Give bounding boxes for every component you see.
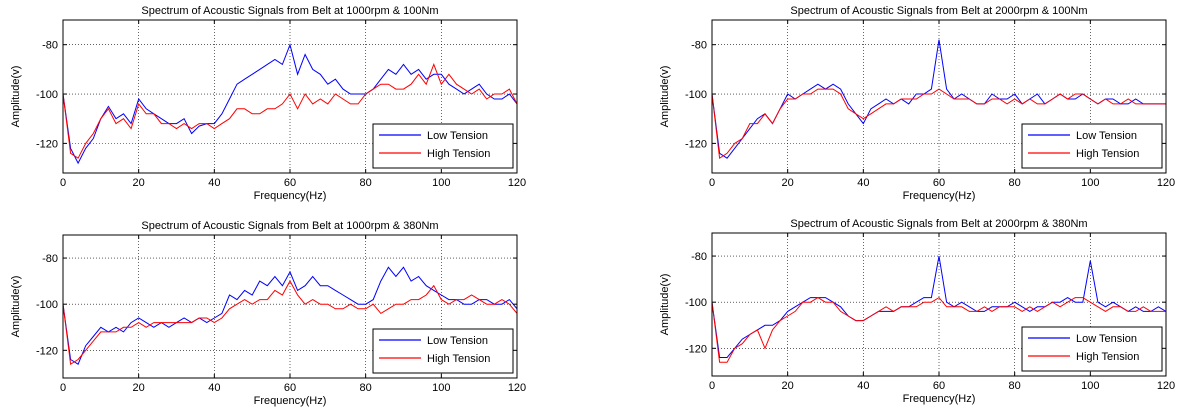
x-tick-label: 0 <box>60 382 66 394</box>
x-tick-label: 60 <box>284 382 296 394</box>
x-tick-label: 40 <box>857 177 869 189</box>
x-tick-label: 20 <box>133 177 145 189</box>
legend-label-high-tension: High Tension <box>427 353 490 365</box>
series-line-high-tension <box>712 296 1166 363</box>
x-tick-label: 0 <box>60 177 66 189</box>
legend: Low Tension High Tension <box>372 123 514 169</box>
x-tick-label: 80 <box>1009 380 1021 392</box>
y-tick-label: -80 <box>42 40 58 52</box>
x-tick-label: 100 <box>1081 380 1099 392</box>
y-axis-label: Amplitude(v) <box>10 66 22 128</box>
chart-title: Spectrum of Acoustic Signals from Belt a… <box>141 220 438 232</box>
x-tick-label: 100 <box>1081 177 1099 189</box>
y-tick-label: -80 <box>42 253 58 265</box>
x-axis-label: Frequency(Hz) <box>254 395 327 407</box>
x-tick-label: 80 <box>360 177 372 189</box>
legend-label-low-tension: Low Tension <box>427 130 488 142</box>
x-tick-label: 120 <box>508 177 526 189</box>
chart-panel-2: 0 20 40 60 80 100 120 -120 -100 -80 Spectrum of Ac… <box>659 5 1175 202</box>
chart-panel-1: 0 20 40 60 80 100 120 -120 -100 -80 Spectrum of Ac… <box>10 5 526 202</box>
legend-box <box>372 328 514 374</box>
x-tick-label: 60 <box>933 380 945 392</box>
x-tick-label: 20 <box>133 382 145 394</box>
y-tick-label: -120 <box>685 343 707 355</box>
chart-title: Spectrum of Acoustic Signals from Belt a… <box>141 5 438 17</box>
legend-label-high-tension: High Tension <box>1076 351 1139 363</box>
y-tick-label: -100 <box>685 297 707 309</box>
y-tick-label: -120 <box>685 138 707 150</box>
x-tick-label: 100 <box>432 382 450 394</box>
chart-panel-3: 0 20 40 60 80 100 120 -120 -100 -80 Spectrum of Ac… <box>10 220 526 407</box>
legend-label-low-tension: Low Tension <box>427 335 488 347</box>
y-axis-label: Amplitude(v) <box>659 66 671 128</box>
x-tick-label: 20 <box>782 177 794 189</box>
x-tick-label: 0 <box>709 380 715 392</box>
series-line-high-tension <box>63 280 517 366</box>
y-tick-label: -100 <box>685 89 707 101</box>
x-axis-label: Frequency(Hz) <box>903 393 976 405</box>
legend-label-high-tension: High Tension <box>1076 148 1139 160</box>
series-line-low-tension <box>63 266 517 365</box>
y-tick-label: -120 <box>36 345 58 357</box>
x-tick-label: 80 <box>1009 177 1021 189</box>
chart-title: Spectrum of Acoustic Signals from Belt a… <box>790 5 1087 17</box>
y-tick-label: -100 <box>36 299 58 311</box>
x-tick-label: 0 <box>709 177 715 189</box>
x-tick-label: 80 <box>360 382 372 394</box>
series-line-low-tension <box>712 256 1166 358</box>
y-tick-label: -80 <box>691 40 707 52</box>
legend-box <box>372 123 514 169</box>
legend: Low Tension High Tension <box>1021 326 1163 372</box>
x-axis-label: Frequency(Hz) <box>903 190 976 202</box>
legend: Low Tension High Tension <box>372 328 514 374</box>
x-tick-label: 40 <box>857 380 869 392</box>
chart-panel-4: 0 20 40 60 80 100 120 -120 -100 -80 Spectrum of Ac… <box>659 218 1175 405</box>
y-tick-label: -80 <box>691 251 707 263</box>
series-line-high-tension <box>63 62 517 159</box>
x-tick-label: 60 <box>284 177 296 189</box>
y-tick-label: -100 <box>36 89 58 101</box>
legend-label-low-tension: Low Tension <box>1076 333 1137 345</box>
x-tick-label: 120 <box>1157 177 1175 189</box>
series-line-high-tension <box>712 88 1166 160</box>
legend: Low Tension High Tension <box>1021 123 1163 169</box>
legend-label-low-tension: Low Tension <box>1076 130 1137 142</box>
legend-box <box>1021 326 1163 372</box>
x-tick-label: 120 <box>508 382 526 394</box>
y-axis-label: Amplitude(v) <box>659 274 671 336</box>
x-tick-label: 60 <box>933 177 945 189</box>
x-tick-label: 20 <box>782 380 794 392</box>
y-axis-label: Amplitude(v) <box>10 276 22 338</box>
x-tick-label: 40 <box>208 382 220 394</box>
y-tick-label: -120 <box>36 138 58 150</box>
x-tick-label: 120 <box>1157 380 1175 392</box>
legend-box <box>1021 123 1163 169</box>
series-line-low-tension <box>63 43 517 165</box>
chart-title: Spectrum of Acoustic Signals from Belt a… <box>790 218 1087 230</box>
x-tick-label: 40 <box>208 177 220 189</box>
legend-label-high-tension: High Tension <box>427 148 490 160</box>
x-axis-label: Frequency(Hz) <box>254 190 327 202</box>
x-tick-label: 100 <box>432 177 450 189</box>
